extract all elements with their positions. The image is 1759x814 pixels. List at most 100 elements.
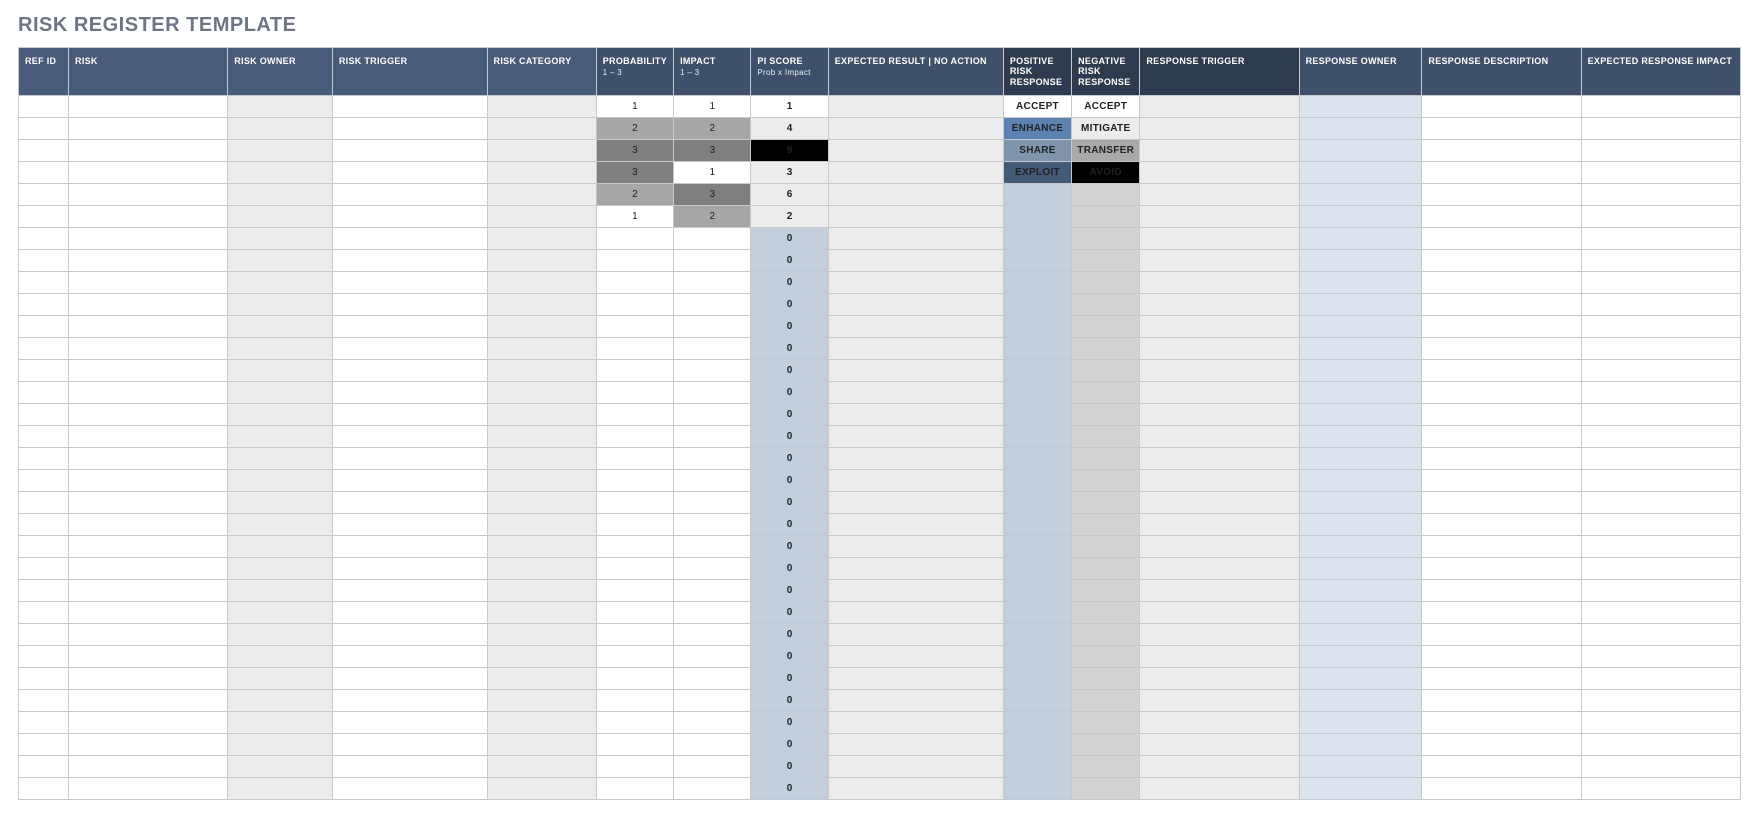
cell-resp_owner[interactable] xyxy=(1299,206,1422,228)
cell-expected[interactable] xyxy=(828,470,1003,492)
cell-resp_desc[interactable] xyxy=(1422,228,1581,250)
cell-pos_resp[interactable] xyxy=(1003,756,1071,778)
cell-resp_owner[interactable] xyxy=(1299,558,1422,580)
cell-neg_resp[interactable] xyxy=(1072,558,1140,580)
cell-pos_resp[interactable]: ACCEPT xyxy=(1003,96,1071,118)
cell-ref_id[interactable] xyxy=(19,514,69,536)
cell-pi_score[interactable]: 0 xyxy=(751,558,828,580)
cell-ref_id[interactable] xyxy=(19,734,69,756)
cell-pos_resp[interactable] xyxy=(1003,448,1071,470)
cell-risk[interactable] xyxy=(69,712,228,734)
cell-risk[interactable] xyxy=(69,316,228,338)
cell-probability[interactable] xyxy=(596,514,673,536)
cell-ref_id[interactable] xyxy=(19,580,69,602)
cell-probability[interactable] xyxy=(596,316,673,338)
cell-risk_owner[interactable] xyxy=(228,558,333,580)
cell-expected[interactable] xyxy=(828,404,1003,426)
cell-risk_category[interactable] xyxy=(487,294,596,316)
cell-impact[interactable] xyxy=(674,294,751,316)
cell-resp_impact[interactable] xyxy=(1581,404,1740,426)
cell-expected[interactable] xyxy=(828,646,1003,668)
cell-risk_trigger[interactable] xyxy=(332,140,487,162)
cell-ref_id[interactable] xyxy=(19,492,69,514)
cell-risk_owner[interactable] xyxy=(228,294,333,316)
cell-impact[interactable] xyxy=(674,382,751,404)
cell-impact[interactable] xyxy=(674,404,751,426)
cell-resp_desc[interactable] xyxy=(1422,536,1581,558)
cell-risk_category[interactable] xyxy=(487,778,596,800)
cell-probability[interactable] xyxy=(596,294,673,316)
cell-resp_desc[interactable] xyxy=(1422,140,1581,162)
cell-impact[interactable] xyxy=(674,646,751,668)
cell-ref_id[interactable] xyxy=(19,250,69,272)
cell-probability[interactable]: 2 xyxy=(596,118,673,140)
cell-risk_trigger[interactable] xyxy=(332,690,487,712)
cell-risk_trigger[interactable] xyxy=(332,206,487,228)
cell-risk[interactable] xyxy=(69,360,228,382)
cell-risk_trigger[interactable] xyxy=(332,228,487,250)
cell-resp_owner[interactable] xyxy=(1299,162,1422,184)
cell-pos_resp[interactable] xyxy=(1003,338,1071,360)
cell-risk_owner[interactable] xyxy=(228,712,333,734)
cell-pi_score[interactable]: 0 xyxy=(751,272,828,294)
cell-resp_owner[interactable] xyxy=(1299,316,1422,338)
cell-resp_trigger[interactable] xyxy=(1140,734,1299,756)
cell-ref_id[interactable] xyxy=(19,712,69,734)
cell-resp_owner[interactable] xyxy=(1299,646,1422,668)
cell-pos_resp[interactable] xyxy=(1003,206,1071,228)
cell-pos_resp[interactable] xyxy=(1003,624,1071,646)
cell-ref_id[interactable] xyxy=(19,96,69,118)
cell-risk_category[interactable] xyxy=(487,514,596,536)
cell-risk[interactable] xyxy=(69,206,228,228)
cell-risk_trigger[interactable] xyxy=(332,646,487,668)
cell-impact[interactable]: 1 xyxy=(674,162,751,184)
cell-risk[interactable] xyxy=(69,734,228,756)
cell-resp_trigger[interactable] xyxy=(1140,756,1299,778)
cell-risk_owner[interactable] xyxy=(228,668,333,690)
cell-risk_owner[interactable] xyxy=(228,756,333,778)
cell-pos_resp[interactable] xyxy=(1003,602,1071,624)
cell-risk_owner[interactable] xyxy=(228,404,333,426)
cell-impact[interactable] xyxy=(674,316,751,338)
cell-risk[interactable] xyxy=(69,272,228,294)
cell-resp_desc[interactable] xyxy=(1422,294,1581,316)
cell-neg_resp[interactable] xyxy=(1072,712,1140,734)
cell-risk_owner[interactable] xyxy=(228,492,333,514)
cell-probability[interactable]: 1 xyxy=(596,96,673,118)
cell-neg_resp[interactable]: ACCEPT xyxy=(1072,96,1140,118)
cell-risk_owner[interactable] xyxy=(228,470,333,492)
cell-expected[interactable] xyxy=(828,712,1003,734)
cell-risk_trigger[interactable] xyxy=(332,668,487,690)
cell-risk[interactable] xyxy=(69,382,228,404)
cell-expected[interactable] xyxy=(828,624,1003,646)
cell-pi_score[interactable]: 0 xyxy=(751,646,828,668)
cell-resp_impact[interactable] xyxy=(1581,96,1740,118)
cell-resp_owner[interactable] xyxy=(1299,778,1422,800)
cell-pi_score[interactable]: 0 xyxy=(751,624,828,646)
cell-risk_category[interactable] xyxy=(487,338,596,360)
cell-pi_score[interactable]: 0 xyxy=(751,470,828,492)
cell-resp_owner[interactable] xyxy=(1299,294,1422,316)
cell-pi_score[interactable]: 2 xyxy=(751,206,828,228)
cell-expected[interactable] xyxy=(828,778,1003,800)
cell-probability[interactable] xyxy=(596,712,673,734)
cell-neg_resp[interactable] xyxy=(1072,778,1140,800)
cell-ref_id[interactable] xyxy=(19,448,69,470)
cell-pi_score[interactable]: 0 xyxy=(751,712,828,734)
cell-ref_id[interactable] xyxy=(19,778,69,800)
cell-pi_score[interactable]: 0 xyxy=(751,228,828,250)
cell-resp_trigger[interactable] xyxy=(1140,602,1299,624)
cell-resp_owner[interactable] xyxy=(1299,712,1422,734)
cell-neg_resp[interactable] xyxy=(1072,690,1140,712)
cell-risk_owner[interactable] xyxy=(228,272,333,294)
cell-risk_owner[interactable] xyxy=(228,734,333,756)
cell-resp_owner[interactable] xyxy=(1299,514,1422,536)
cell-neg_resp[interactable] xyxy=(1072,228,1140,250)
cell-neg_resp[interactable] xyxy=(1072,624,1140,646)
cell-impact[interactable] xyxy=(674,778,751,800)
cell-probability[interactable] xyxy=(596,690,673,712)
cell-pi_score[interactable]: 0 xyxy=(751,316,828,338)
cell-pos_resp[interactable] xyxy=(1003,272,1071,294)
cell-resp_trigger[interactable] xyxy=(1140,316,1299,338)
cell-resp_owner[interactable] xyxy=(1299,602,1422,624)
